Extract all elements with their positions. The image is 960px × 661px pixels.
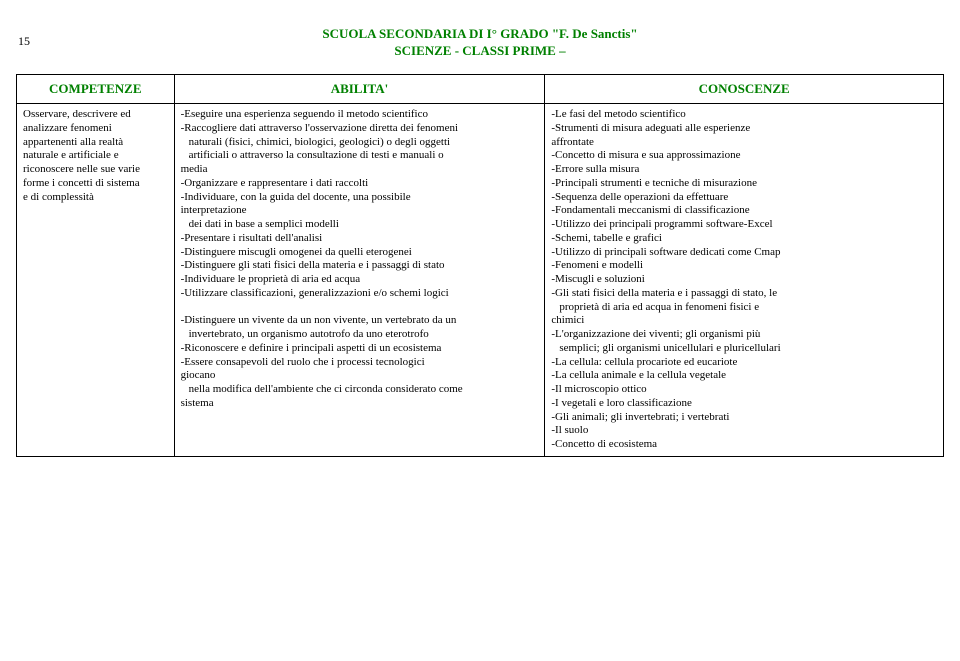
abilita-cell: -Eseguire una esperienza seguendo il met… [174, 104, 545, 457]
page-number: 15 [18, 34, 30, 49]
subject-line: SCIENZE - CLASSI PRIME – [0, 43, 960, 60]
curriculum-table: COMPETENZE ABILITA' CONOSCENZE Osservare… [16, 74, 944, 457]
col-competenze: COMPETENZE [17, 74, 175, 103]
curriculum-table-wrap: COMPETENZE ABILITA' CONOSCENZE Osservare… [16, 74, 944, 457]
col-abilita: ABILITA' [174, 74, 545, 103]
competenze-cell: Osservare, descrivere edanalizzare fenom… [17, 104, 175, 457]
conoscenze-cell: -Le fasi del metodo scientifico-Strument… [545, 104, 944, 457]
table-row: Osservare, descrivere edanalizzare fenom… [17, 104, 944, 457]
col-conoscenze: CONOSCENZE [545, 74, 944, 103]
school-title: SCUOLA SECONDARIA DI I° GRADO "F. De San… [0, 26, 960, 43]
table-header-row: COMPETENZE ABILITA' CONOSCENZE [17, 74, 944, 103]
document-header: SCUOLA SECONDARIA DI I° GRADO "F. De San… [0, 26, 960, 60]
